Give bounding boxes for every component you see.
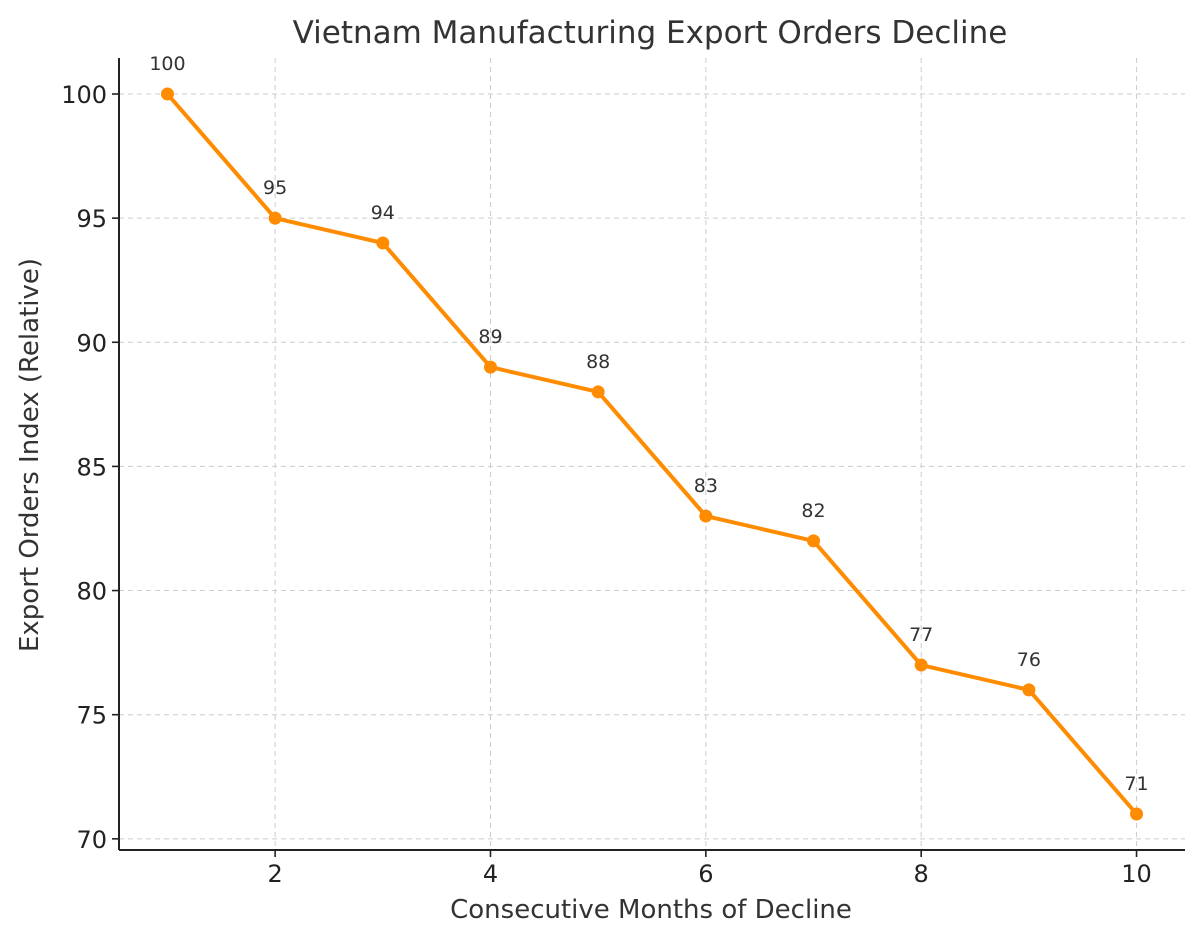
label-layer: 100 95 94 89 88 83 82 77 76 71 (149, 53, 1148, 795)
x-tick-label: 2 (267, 860, 282, 888)
data-label: 76 (1017, 649, 1041, 671)
data-label: 83 (694, 475, 718, 497)
data-point (483, 360, 497, 374)
y-tick-label: 100 (61, 81, 107, 109)
data-point (268, 211, 282, 225)
grid-layer (119, 58, 1185, 850)
data-label: 71 (1124, 773, 1148, 795)
y-tick-label: 75 (76, 702, 107, 730)
data-point (160, 87, 174, 101)
y-tick-label: 80 (76, 578, 107, 606)
axis-layer: 2 4 6 8 10 70 75 80 85 90 95 100 (61, 58, 1185, 888)
x-tick-label: 4 (483, 860, 498, 888)
series-layer (160, 87, 1144, 821)
data-point (591, 385, 605, 399)
data-label: 94 (371, 202, 395, 224)
y-axis-label: Export Orders Index (Relative) (15, 258, 45, 652)
data-point (1022, 683, 1036, 697)
data-label: 95 (263, 177, 287, 199)
series-line (165, 92, 1139, 816)
data-label: 88 (586, 351, 610, 373)
data-point (807, 534, 821, 548)
data-label: 100 (149, 53, 185, 75)
y-tick-label: 95 (76, 205, 107, 233)
data-label: 89 (478, 326, 502, 348)
data-point (699, 509, 713, 523)
data-point (376, 236, 390, 250)
y-tick-label: 90 (76, 329, 107, 357)
data-point (1130, 807, 1144, 821)
y-tick-label: 70 (76, 826, 107, 854)
chart-title: Vietnam Manufacturing Export Orders Decl… (293, 15, 1008, 51)
x-tick-label: 8 (914, 860, 929, 888)
x-axis-label: Consecutive Months of Decline (450, 895, 852, 925)
data-label: 82 (801, 500, 825, 522)
x-tick-label: 6 (698, 860, 713, 888)
x-tick-label: 10 (1121, 860, 1152, 888)
data-label: 77 (909, 624, 933, 646)
y-tick-label: 85 (76, 453, 107, 481)
data-point (914, 658, 928, 672)
